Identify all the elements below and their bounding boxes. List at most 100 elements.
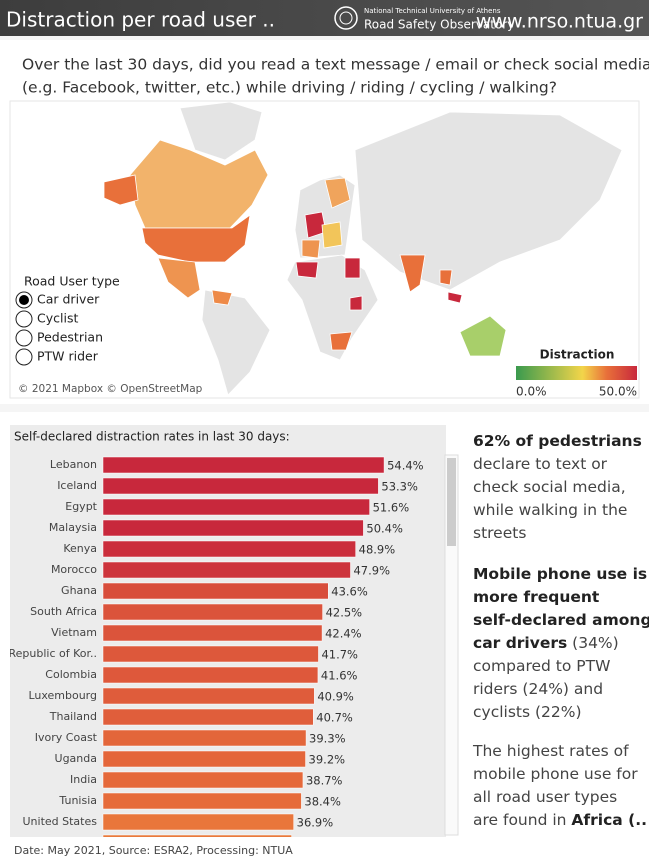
value-label: 40.7% xyxy=(316,711,353,725)
insight-text: while walking in the xyxy=(473,501,627,519)
value-label: 47.9% xyxy=(353,564,390,578)
insight-line: car drivers (34%) xyxy=(473,634,619,652)
map-land xyxy=(103,101,623,396)
insight-text: riders (24%) and xyxy=(473,680,603,698)
category-label: Lebanon xyxy=(50,458,97,471)
colorbar-label: 50.0% xyxy=(599,385,637,399)
logo xyxy=(339,11,353,25)
insight-text: check social media, xyxy=(473,478,626,496)
chart-title: Self-declared distraction rates in last … xyxy=(14,430,290,444)
bar xyxy=(102,771,304,789)
radio-label: Cyclist xyxy=(37,311,78,326)
header-bar xyxy=(0,0,649,36)
bar xyxy=(102,498,370,516)
category-label: Ivory Coast xyxy=(35,731,98,744)
value-label: 54.4% xyxy=(387,459,424,473)
value-label: 38.7% xyxy=(306,774,343,788)
value-label: 50.4% xyxy=(366,522,403,536)
bar xyxy=(102,834,292,837)
value-label: 53.3% xyxy=(381,480,418,494)
insight-text: compared to PTW xyxy=(473,657,610,675)
value-label: 39.2% xyxy=(309,753,346,767)
bar xyxy=(102,519,364,537)
scrollbar-track[interactable] xyxy=(444,454,459,836)
category-label: Vietnam xyxy=(51,626,97,639)
bar xyxy=(102,687,315,705)
category-label: Luxembourg xyxy=(28,689,97,702)
footer: Date: May 2021, Source: ESRA2, Processin… xyxy=(14,844,293,857)
insight-line: streets xyxy=(473,524,526,542)
value-label: 42.5% xyxy=(326,606,363,620)
bar xyxy=(102,561,351,579)
radio-button[interactable] xyxy=(15,329,33,347)
category-label: Colombia xyxy=(45,668,97,681)
bar xyxy=(102,813,294,831)
colorbar-title: Distraction xyxy=(540,348,615,362)
insight-line: riders (24%) and xyxy=(473,680,603,698)
bar xyxy=(102,729,307,747)
bar xyxy=(102,792,302,810)
category-label: Tunisia xyxy=(58,794,97,807)
value-label: 40.9% xyxy=(317,690,354,704)
colorbar xyxy=(516,366,637,380)
bar xyxy=(102,477,379,495)
logo-text: National Technical University of Athens xyxy=(364,7,501,15)
radio-button[interactable] xyxy=(15,310,33,328)
category-label: Kenya xyxy=(63,542,97,555)
insight-line: cyclists (22%) xyxy=(473,703,582,721)
insight-line: while walking in the xyxy=(473,501,627,519)
radio-label: Car driver xyxy=(37,292,100,307)
colorbar-label: 0.0% xyxy=(516,385,547,399)
insight-line: self-declared among xyxy=(473,611,649,629)
attribution: © 2021 Mapbox © OpenStreetMap xyxy=(18,383,203,395)
scrollbar-thumb[interactable] xyxy=(447,458,456,546)
insight-text: cyclists (22%) xyxy=(473,703,582,721)
category-label: Republic of Kor.. xyxy=(8,647,97,660)
insight-text: streets xyxy=(473,524,526,542)
insight-line: mobile phone use for xyxy=(473,765,638,783)
category-label: South Africa xyxy=(30,605,97,618)
insight-line: compared to PTW xyxy=(473,657,610,675)
bar xyxy=(102,750,306,768)
insight-line: are found in Africa (.. xyxy=(473,811,647,829)
legend-title: Road User type xyxy=(24,274,120,289)
value-label: 36.5% xyxy=(295,837,332,851)
url: www.nrso.ntua.gr xyxy=(476,11,643,33)
bar xyxy=(102,456,385,474)
category-label: India xyxy=(70,773,97,786)
insight-text: self-declared among xyxy=(473,611,649,629)
category-label: Iceland xyxy=(57,479,97,492)
category-label: Ghana xyxy=(61,584,97,597)
insight-line: The highest rates of xyxy=(472,742,629,760)
insight-line: declare to text or xyxy=(473,455,608,473)
insight-text: are found in xyxy=(473,811,571,829)
value-label: 41.7% xyxy=(321,648,358,662)
radio-button[interactable] xyxy=(15,348,33,366)
insight-text: mobile phone use for xyxy=(473,765,638,783)
category-label: United States xyxy=(23,815,98,828)
value-label: 43.6% xyxy=(331,585,368,599)
insight-text: Africa (.. xyxy=(571,811,647,829)
logo-text: Road Safety Observatory xyxy=(364,18,514,32)
insight-text: declare to text or xyxy=(473,455,608,473)
insight-text: car drivers xyxy=(473,634,567,652)
value-label: 48.9% xyxy=(359,543,396,557)
value-label: 39.3% xyxy=(309,732,346,746)
value-label: 41.6% xyxy=(321,669,358,683)
bar xyxy=(102,582,329,600)
question: (e.g. Facebook, twitter, etc.) while dri… xyxy=(22,79,557,97)
insight-text: Mobile phone use is xyxy=(473,565,647,583)
category-label: Morocco xyxy=(51,563,97,576)
bar xyxy=(102,666,319,684)
header-title: Distraction per road user .. xyxy=(6,8,275,32)
insight-line: Mobile phone use is xyxy=(473,565,647,583)
question: Over the last 30 days, did you read a te… xyxy=(22,56,649,74)
value-label: 51.6% xyxy=(373,501,410,515)
insight-text: (34%) xyxy=(567,634,618,652)
category-label: Egypt xyxy=(65,500,97,513)
bar xyxy=(102,624,323,642)
category-label: Nigeria xyxy=(58,836,97,849)
category-label: Thailand xyxy=(49,710,97,723)
bar xyxy=(102,708,314,726)
